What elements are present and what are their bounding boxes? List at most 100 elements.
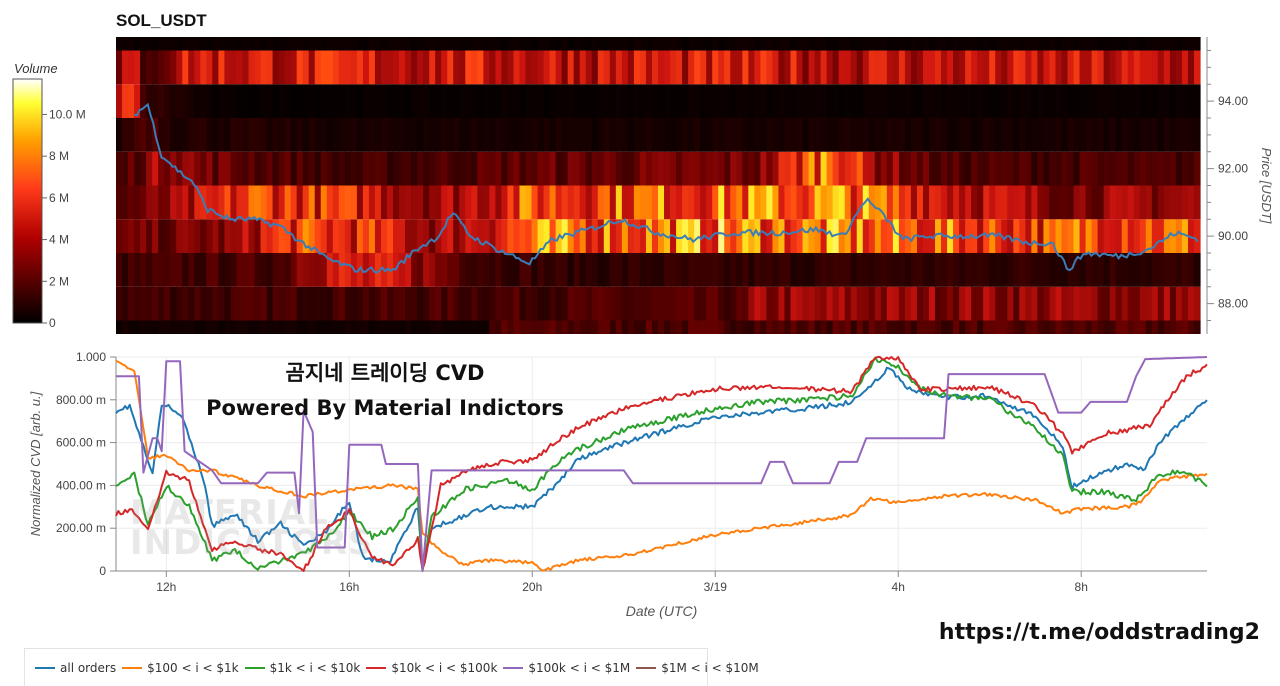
legend-item[interactable]: $1M < i < $10M (636, 661, 759, 675)
heatmap-cell (802, 185, 810, 220)
heatmap-cell (561, 185, 569, 220)
heatmap-cell (182, 286, 189, 321)
legend-item[interactable]: $100k < i < $1M (503, 661, 630, 675)
heatmap-cell (796, 118, 804, 152)
heatmap-cell (212, 320, 219, 334)
heatmap-cell (308, 37, 316, 51)
heatmap-cell (513, 37, 521, 51)
heatmap-cell (465, 151, 472, 186)
heatmap-cell (260, 151, 268, 186)
heatmap-cell (664, 118, 671, 152)
heatmap-cell (1127, 320, 1135, 334)
heatmap-cell (176, 286, 183, 321)
legend-item[interactable]: $100 < i < $1k (122, 661, 239, 675)
heatmap-cell (194, 118, 201, 152)
heatmap-cell (947, 185, 954, 220)
heatmap-cell (748, 219, 755, 253)
heatmap-cell (218, 253, 225, 287)
heatmap-cell (742, 185, 749, 220)
heatmap-cell (862, 219, 870, 253)
heatmap-cell (507, 37, 515, 51)
heatmap-cell (1067, 219, 1075, 253)
heatmap-cell (1079, 320, 1087, 334)
heatmap-cell (236, 37, 244, 51)
heatmap-cell (435, 151, 442, 186)
heatmap-cell (1157, 253, 1165, 287)
heatmap-cell (368, 118, 376, 152)
heatmap-cell (1073, 37, 1081, 51)
heatmap-cell (573, 118, 581, 152)
heatmap-cell (910, 50, 918, 85)
heatmap-cell (1133, 286, 1141, 321)
watermark-line-1: MATERIAL (130, 493, 329, 533)
heatmap-cell (959, 320, 966, 334)
heatmap-cell (929, 185, 936, 220)
heatmap-cell (597, 118, 605, 152)
heatmap-cell (471, 253, 478, 287)
heatmap-cell (995, 286, 1002, 321)
heatmap-cell (1193, 185, 1201, 220)
heatmap-cell (609, 151, 617, 186)
heatmap-cell (1055, 219, 1063, 253)
heatmap-cell (435, 286, 442, 321)
heatmap-cell (561, 84, 569, 118)
heatmap-cell (1001, 84, 1008, 118)
heatmap-cell (790, 118, 798, 152)
heatmap-cell (706, 151, 713, 186)
heatmap-cell (1175, 50, 1183, 85)
heatmap-cell (368, 37, 376, 51)
heatmap-cell (1085, 118, 1093, 152)
heatmap-cell (1049, 50, 1057, 85)
heatmap-cell (224, 118, 232, 152)
heatmap-cell (399, 84, 406, 118)
heatmap-cell (525, 84, 533, 118)
heatmap-cell (585, 50, 593, 85)
heatmap-cell (585, 286, 593, 321)
heatmap-cell (284, 37, 292, 51)
heatmap-cell (326, 253, 334, 287)
heatmap-cell (164, 84, 171, 118)
heatmap-cell (1079, 185, 1087, 220)
cvd-x-tick-label: 3/19 (704, 580, 728, 594)
legend-item[interactable]: all orders (35, 661, 116, 675)
heatmap-cell (477, 50, 484, 85)
heatmap-cell (290, 84, 298, 118)
heatmap-cell (122, 320, 129, 334)
heatmap-cell (356, 151, 364, 186)
heatmap-cell (633, 185, 641, 220)
heatmap-cell (971, 50, 978, 85)
heatmap-cell (182, 151, 189, 186)
heatmap-cell (935, 37, 942, 51)
heatmap-cell (459, 50, 466, 85)
heatmap-cell (374, 219, 382, 253)
heatmap-cell (567, 37, 575, 51)
heatmap-cell (953, 320, 960, 334)
heatmap-cell (194, 320, 201, 334)
heatmap-cell (838, 118, 846, 152)
heatmap-cell (682, 320, 689, 334)
heatmap-cell (302, 118, 310, 152)
heatmap-cell (591, 84, 599, 118)
heatmap-cell (989, 151, 996, 186)
heatmap-cell (290, 185, 298, 220)
heatmap-cell (916, 253, 924, 287)
heatmap-cell (935, 84, 942, 118)
heatmap-cell (513, 185, 521, 220)
heatmap-cell (350, 320, 358, 334)
legend-item[interactable]: $1k < i < $10k (244, 661, 360, 675)
heatmap-cell (766, 185, 774, 220)
heatmap-cell (718, 320, 725, 334)
heatmap-cell (417, 253, 424, 287)
telegram-link[interactable]: https://t.me/oddstrading2 (938, 620, 1260, 645)
heatmap-cell (260, 286, 268, 321)
heatmap-cell (1019, 320, 1026, 334)
heatmap-cell (965, 151, 972, 186)
heatmap-cell (242, 219, 250, 253)
heatmap-cell (158, 37, 165, 51)
heatmap-cell (1151, 50, 1159, 85)
legend-item[interactable]: $10k < i < $100k (366, 661, 497, 675)
heatmap-cell (1091, 320, 1099, 334)
heatmap-cell (645, 50, 653, 85)
heatmap-cell (778, 286, 786, 321)
heatmap-cell (399, 320, 406, 334)
